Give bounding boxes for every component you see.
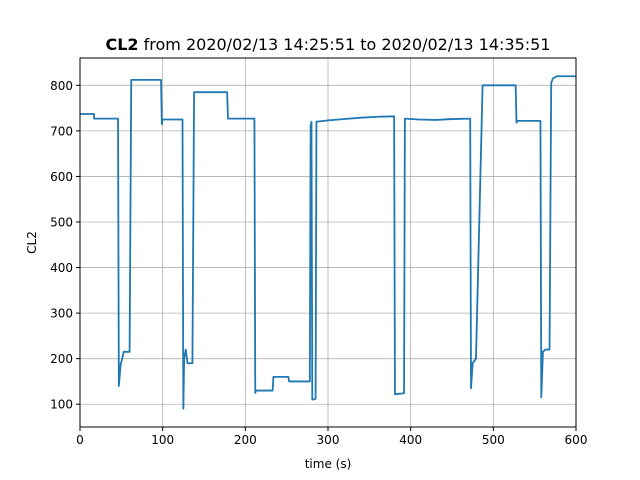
x-tick-label: 600	[565, 433, 588, 447]
y-tick-label: 500	[50, 216, 73, 230]
x-tick-label: 200	[234, 433, 257, 447]
series-line	[80, 75, 576, 410]
chart-title: CL2 from 2020/02/13 14:25:51 to 2020/02/…	[105, 35, 550, 54]
plot-series	[80, 75, 576, 410]
chart-title-bold: CL2	[105, 35, 138, 54]
y-tick-label: 300	[50, 307, 73, 321]
x-axis-label: time (s)	[305, 457, 352, 471]
grid-lines	[79, 58, 577, 427]
y-tick-label: 600	[50, 170, 73, 184]
y-tick-label: 200	[50, 352, 73, 366]
y-tick-label: 400	[50, 261, 73, 275]
y-tick-label: 700	[50, 124, 73, 138]
x-tick-label: 100	[151, 433, 174, 447]
chart-title-rest: from 2020/02/13 14:25:51 to 2020/02/13 1…	[139, 35, 551, 54]
x-tick-label: 0	[76, 433, 84, 447]
x-tick-label: 500	[482, 433, 505, 447]
x-tick-label: 300	[317, 433, 340, 447]
x-axis-ticks: 0 100 200 300 400 500 600	[76, 427, 587, 447]
y-tick-label: 800	[50, 79, 73, 93]
y-axis-label: CL2	[25, 231, 39, 254]
y-axis-ticks: 100 200 300 400 500 600 700 800	[50, 79, 80, 412]
x-tick-label: 400	[399, 433, 422, 447]
y-tick-label: 100	[50, 398, 73, 412]
